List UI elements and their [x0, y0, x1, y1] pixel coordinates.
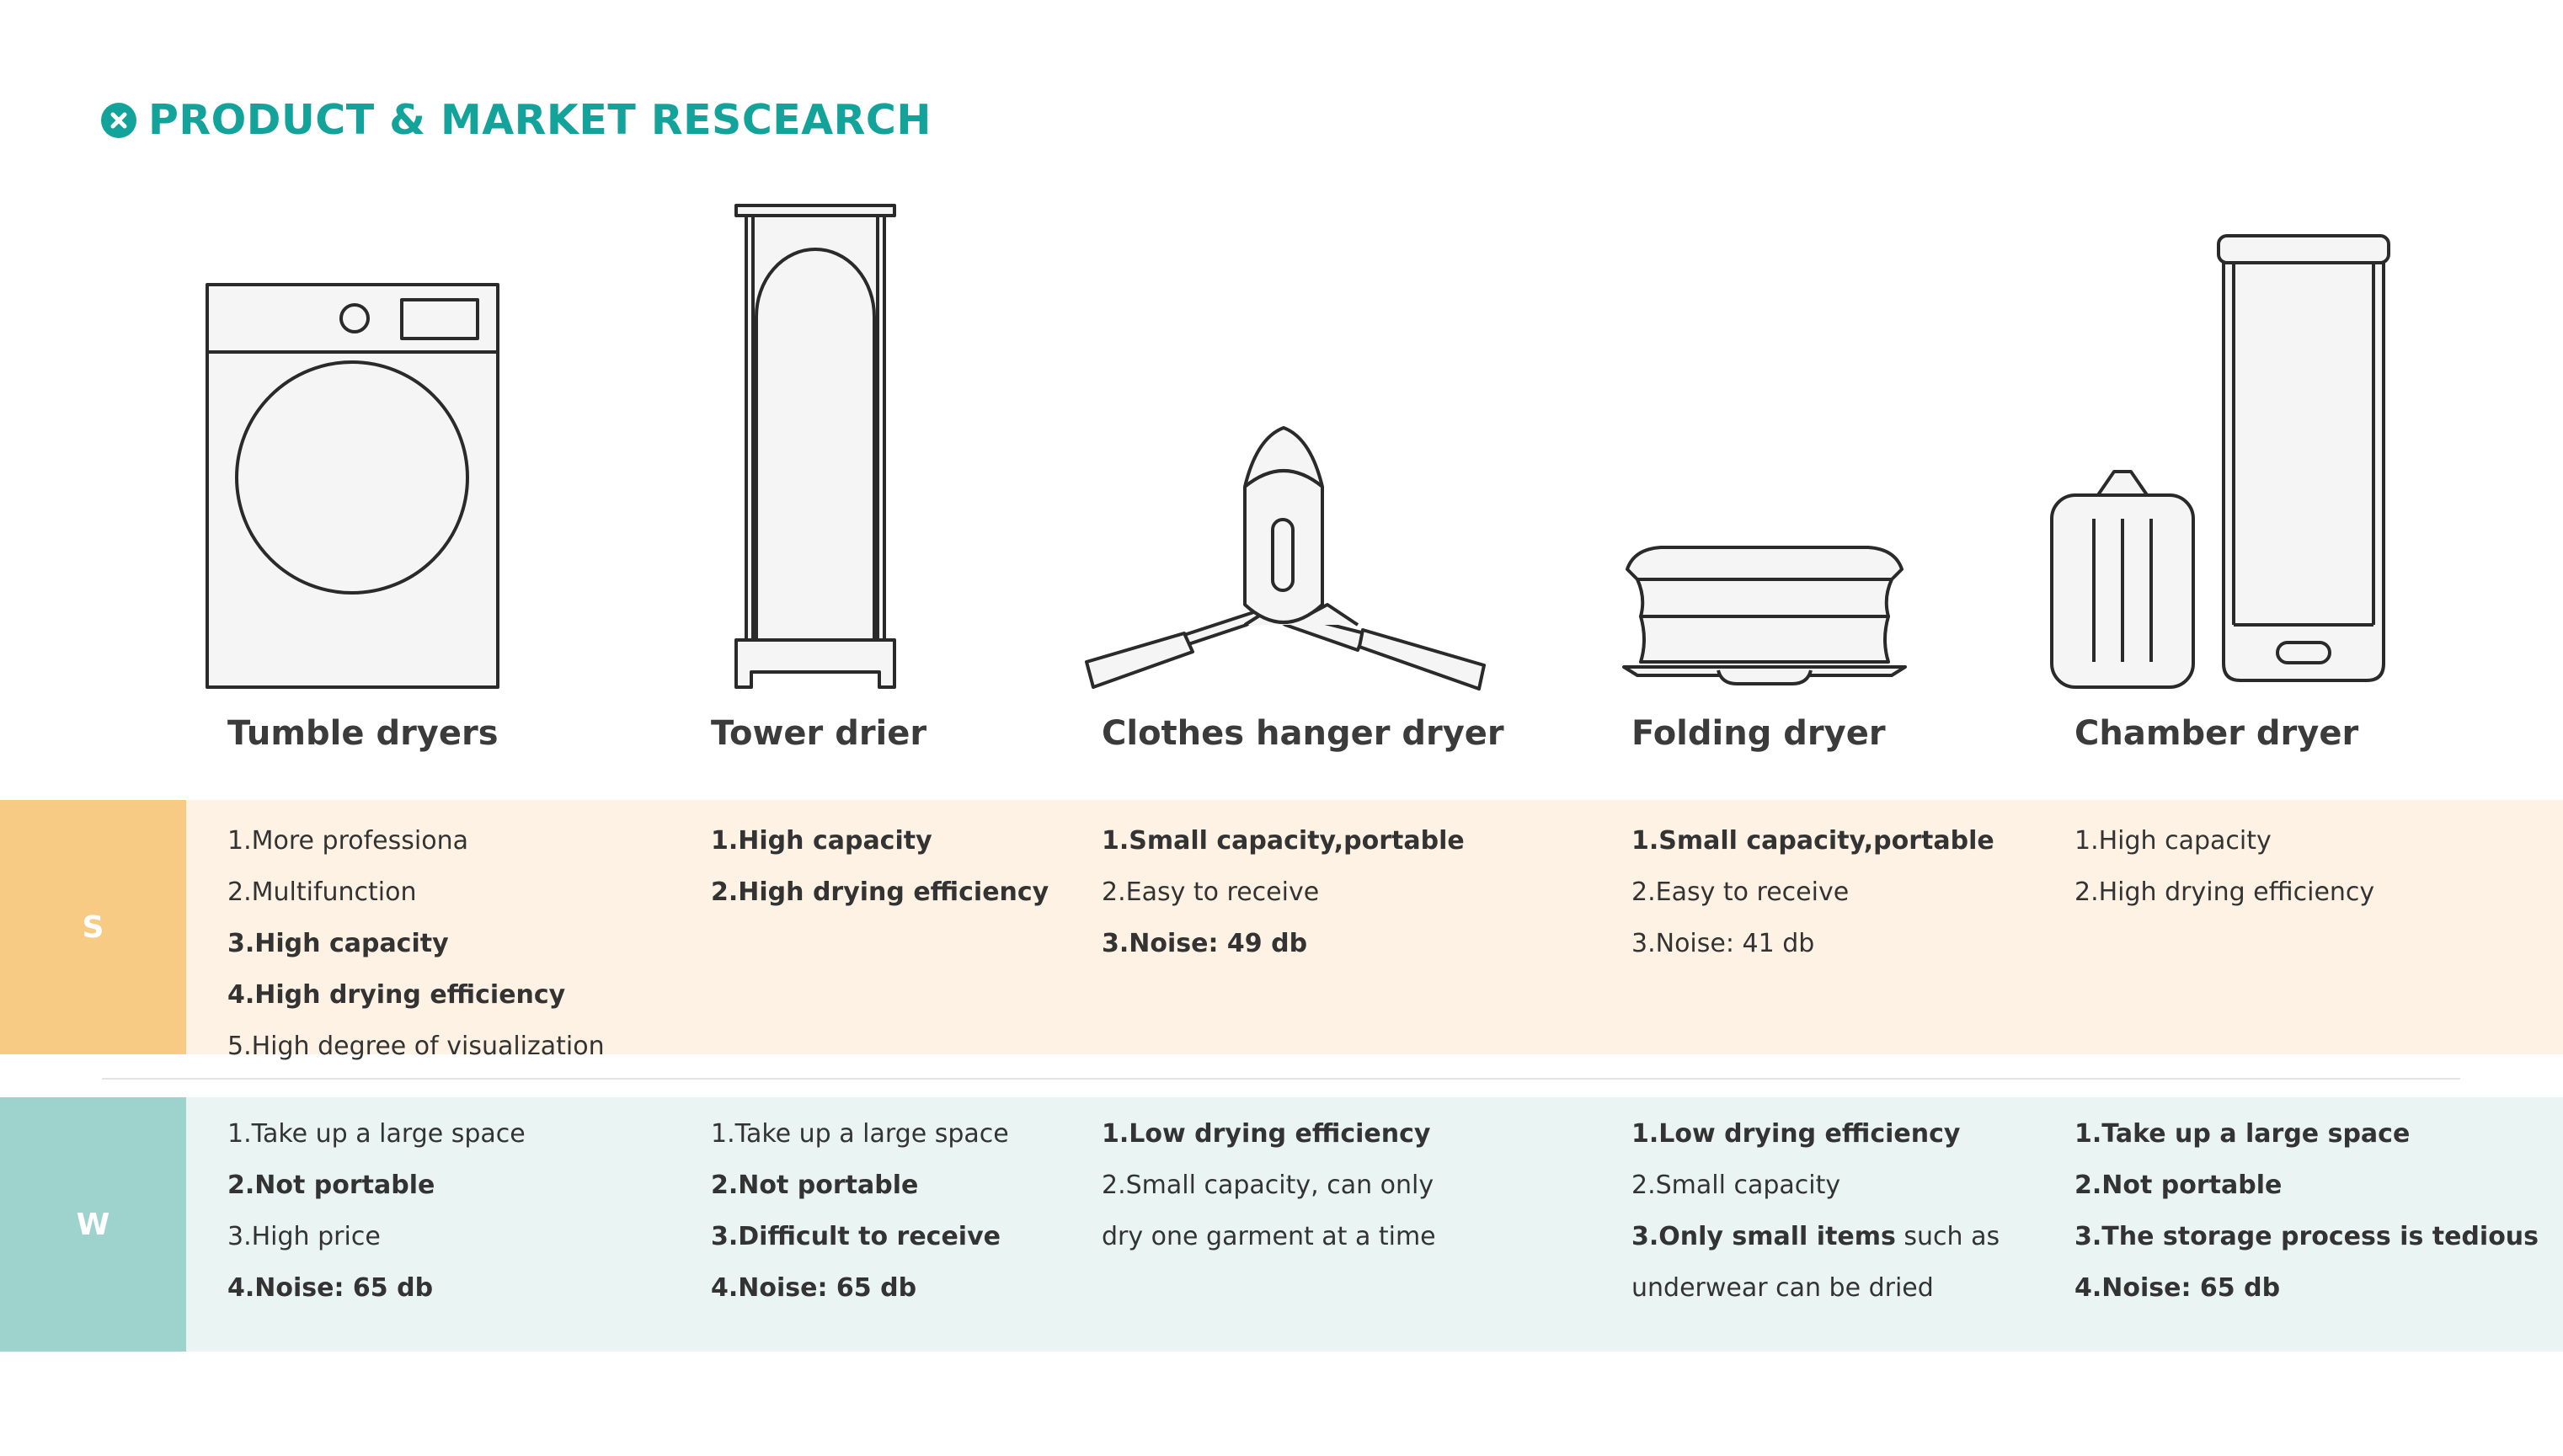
- product-name-chamber-dryer: Chamber dryer: [2074, 714, 2359, 753]
- strengths-band: S 1.More professiona 2.Multifunction 3.Hig…: [0, 800, 2563, 1061]
- list-item: 1.Small capacity,portable: [1102, 826, 1465, 856]
- folding-dryer-icon: [1622, 546, 1907, 685]
- chamber-dryer-icon: [2050, 234, 2390, 689]
- list-item: 1.Low drying efficiency: [1102, 1119, 1431, 1149]
- list-item: 5.High degree of visualization: [227, 1032, 605, 1061]
- page-title-group: PRODUCT & MARKET RESCEARCH: [101, 96, 932, 144]
- strengths-column-chamber-dryer: 1.High capacity 2.High drying efficiency: [2074, 815, 2374, 918]
- list-item: 3.High price: [227, 1222, 381, 1251]
- list-item: 1.High capacity: [2074, 826, 2272, 856]
- strengths-column-folding-dryer: 1.Small capacity,portable 2.Easy to recei…: [1631, 815, 1994, 969]
- list-item: 2.Multifunction: [227, 877, 417, 907]
- product-illustrations: [206, 204, 2390, 691]
- list-item: 1.Take up a large space: [2074, 1119, 2411, 1149]
- list-item: 2.Not portable: [227, 1171, 435, 1200]
- weaknesses-label: W: [0, 1097, 186, 1352]
- list-item: 2.Easy to receive: [1102, 877, 1320, 907]
- list-item: 2.Easy to receive: [1631, 877, 1850, 907]
- list-item: 1.More professiona: [227, 826, 468, 856]
- list-item: 4.Noise: 65 db: [711, 1273, 917, 1303]
- list-item: 2.Small capacity: [1631, 1171, 1841, 1200]
- strengths-column-clothes-hanger-dryer: 1.Small capacity,portable 2.Easy to recei…: [1102, 815, 1465, 969]
- strengths-label: S: [0, 800, 186, 1054]
- tower-drier-icon: [734, 204, 896, 689]
- section-divider: [102, 1078, 2460, 1080]
- product-name-folding-dryer: Folding dryer: [1631, 714, 1886, 753]
- page-title: PRODUCT & MARKET RESCEARCH: [148, 96, 932, 144]
- list-item-segment: such as: [1895, 1222, 2000, 1251]
- weaknesses-column-tumble-dryers: 1.Take up a large space 2.Not portable 3.H…: [227, 1108, 526, 1314]
- list-item: 3.Difficult to receive: [711, 1222, 1001, 1251]
- list-item: 1.Take up a large space: [227, 1119, 526, 1149]
- list-item: 4.Noise: 65 db: [227, 1273, 434, 1303]
- list-item-segment: 3.Only small items: [1631, 1222, 1896, 1251]
- product-name-tumble-dryers: Tumble dryers: [227, 714, 499, 753]
- list-item: dry one garment at a time: [1102, 1222, 1436, 1251]
- close-circle-icon: [101, 102, 136, 138]
- weaknesses-column-folding-dryer: 1.Low drying efficiency 2.Small capacity 3…: [1631, 1108, 2000, 1314]
- list-item: 4.High drying efficiency: [227, 980, 566, 1010]
- list-item: 3.Only small items such as: [1631, 1211, 2000, 1262]
- list-item: 3.Noise: 41 db: [1631, 929, 1815, 958]
- list-item: underwear can be dried: [1631, 1273, 1934, 1303]
- list-item: 3.Noise: 49 db: [1102, 929, 1308, 958]
- list-item: 1.High capacity: [711, 826, 932, 856]
- list-item: 2.High drying efficiency: [711, 877, 1049, 907]
- list-item: 3.High capacity: [227, 929, 449, 958]
- product-name-clothes-hanger-dryer: Clothes hanger dryer: [1102, 714, 1504, 753]
- weaknesses-band: W 1.Take up a large space 2.Not portable 3…: [0, 1097, 2563, 1352]
- strengths-column-tumble-dryers: 1.More professiona 2.Multifunction 3.High …: [227, 815, 605, 1072]
- strengths-column-tower-drier: 1.High capacity 2.High drying efficiency: [711, 815, 1049, 918]
- list-item: 1.Low drying efficiency: [1631, 1119, 1961, 1149]
- list-item: 2.Not portable: [711, 1171, 919, 1200]
- tumble-dryer-icon: [206, 283, 499, 689]
- product-name-tower-drier: Tower drier: [711, 714, 927, 753]
- list-item: 1.Small capacity,portable: [1631, 826, 1994, 856]
- weaknesses-column-tower-drier: 1.Take up a large space 2.Not portable 3.D…: [711, 1108, 1009, 1314]
- weaknesses-column-clothes-hanger-dryer: 1.Low drying efficiency 2.Small capacity,…: [1102, 1108, 1436, 1262]
- list-item: 2.Small capacity, can only: [1102, 1171, 1434, 1200]
- list-item: 1.Take up a large space: [711, 1119, 1009, 1149]
- list-item: 2.Not portable: [2074, 1171, 2283, 1200]
- list-item: 3.The storage process is tedious: [2074, 1222, 2539, 1251]
- weaknesses-column-chamber-dryer: 1.Take up a large space 2.Not portable 3.T…: [2074, 1108, 2539, 1314]
- clothes-hanger-dryer-icon: [1085, 426, 1486, 691]
- list-item: 2.High drying efficiency: [2074, 877, 2375, 907]
- list-item: 4.Noise: 65 db: [2074, 1273, 2281, 1303]
